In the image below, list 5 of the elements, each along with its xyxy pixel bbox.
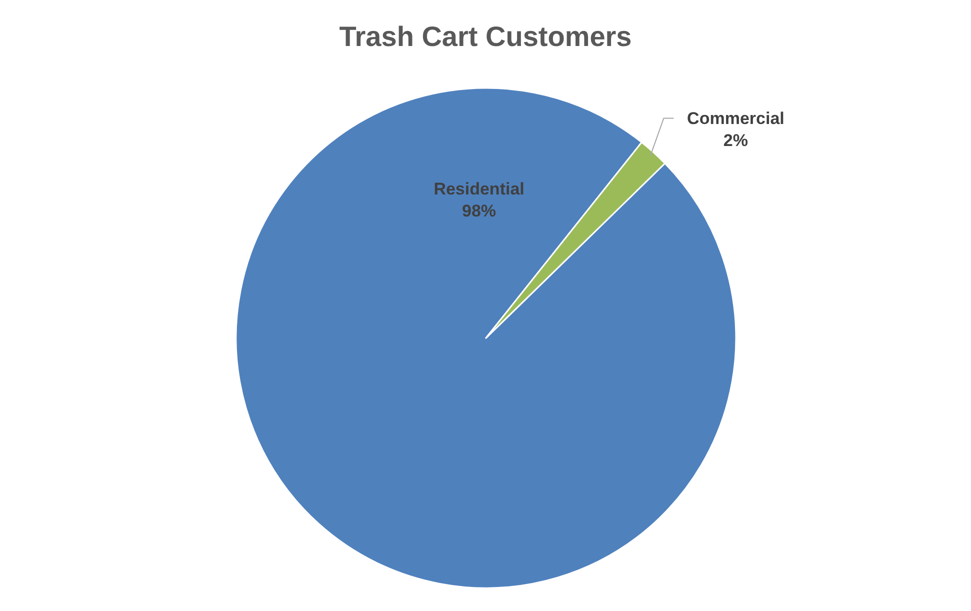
slice-label: Commercial <box>687 109 784 128</box>
slice-label: Residential <box>434 180 524 199</box>
data-label: 98% <box>462 202 496 221</box>
data-label: 2% <box>723 131 748 150</box>
chart-title: Trash Cart Customers <box>339 21 632 52</box>
